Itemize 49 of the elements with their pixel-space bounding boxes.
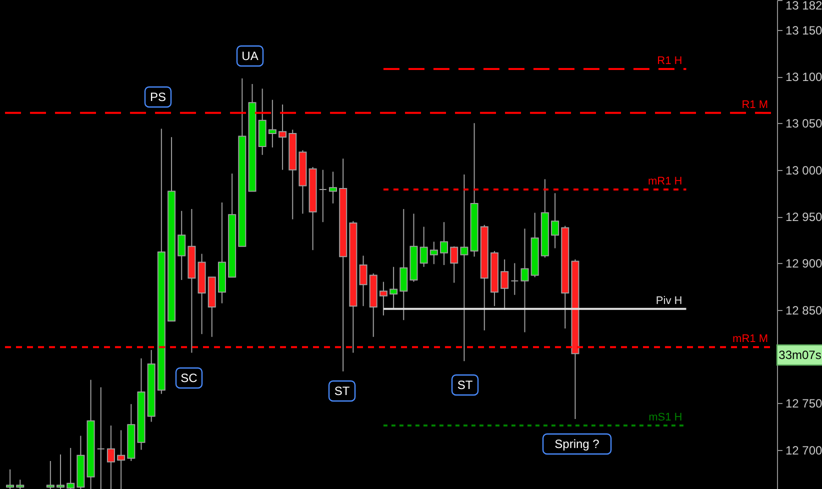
candlestick (359, 255, 368, 307)
candlestick (268, 99, 276, 148)
y-tick-label: 13 050 (786, 116, 822, 131)
candlestick (420, 226, 428, 268)
y-tick-label: 12 850 (786, 303, 822, 318)
candlestick (56, 454, 65, 489)
y-tick-label: 12 700 (786, 443, 822, 458)
ref-line-label: Piv H (656, 294, 682, 307)
candlestick (318, 169, 327, 223)
annotation: PS (150, 90, 166, 104)
candlestick (96, 386, 105, 489)
candlestick (106, 425, 115, 489)
candlestick (278, 104, 287, 170)
y-tick-label: 13 182 (786, 0, 822, 12)
ref-line-label: mS1 H (648, 412, 682, 424)
annotation: SC (180, 371, 198, 385)
candlestick (440, 222, 448, 266)
y-tick-label: 12 750 (786, 396, 822, 411)
candlestick (16, 479, 24, 489)
candlestick (379, 281, 388, 316)
candlestick (328, 171, 337, 204)
ref-line-label: mR1 H (648, 175, 682, 188)
candlestick (510, 262, 519, 296)
candlestick (117, 430, 126, 489)
candlestick (551, 192, 560, 249)
candlestick (430, 241, 438, 265)
y-tick-label: 13 100 (786, 70, 822, 84)
ref-line-label: mR1 M (732, 333, 768, 346)
annotation: ST (334, 384, 350, 398)
y-tick-label: 12 950 (786, 210, 822, 224)
candlestick (500, 258, 509, 310)
y-tick-label: 13 000 (786, 163, 822, 178)
candlestick (178, 210, 186, 280)
y-tick-label: 13 150 (786, 23, 822, 38)
ref-line-label: R1 H (657, 55, 682, 68)
candlestick (390, 266, 398, 308)
candlestick (6, 468, 14, 489)
ref-line-label: R1 M (742, 98, 768, 111)
candlestick (450, 246, 458, 284)
annotation: ST (457, 378, 474, 392)
text: 33m07s (778, 348, 822, 362)
candlestick (46, 460, 54, 489)
candlestick (460, 174, 468, 362)
annotation: UA (242, 49, 258, 63)
candlestick (520, 228, 529, 333)
candlestick (66, 447, 75, 489)
y-tick-label: 12 900 (786, 256, 822, 271)
candlestick (400, 208, 408, 321)
annotation: Spring ? (554, 437, 600, 451)
